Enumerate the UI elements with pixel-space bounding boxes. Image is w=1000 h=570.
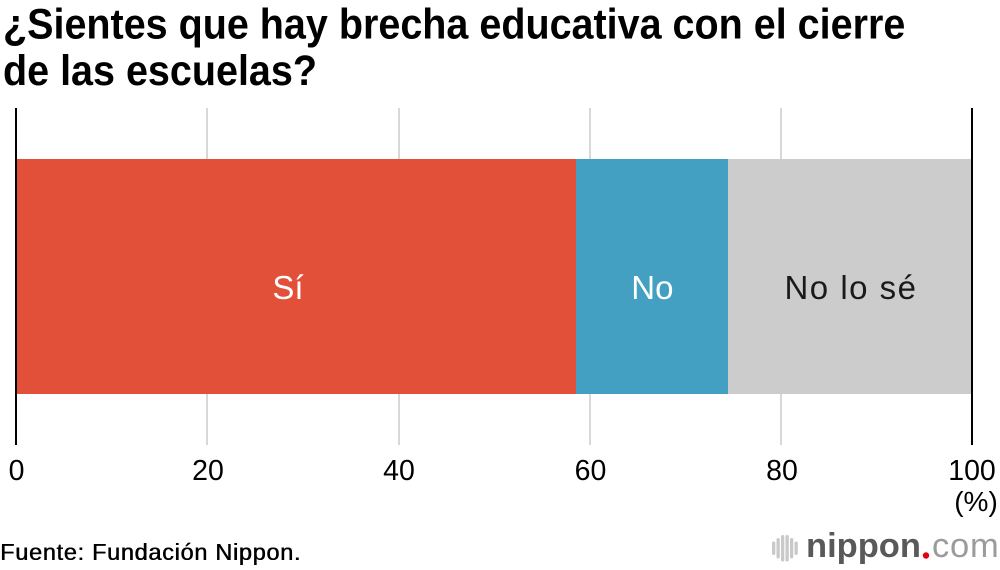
svg-text:nippon: nippon (806, 527, 921, 565)
svg-text:com: com (932, 527, 1000, 565)
